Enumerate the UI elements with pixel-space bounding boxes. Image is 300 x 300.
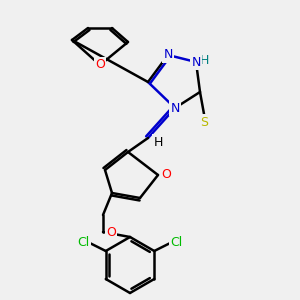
Text: H: H (199, 53, 209, 67)
Text: N: N (191, 56, 201, 68)
Text: H: H (153, 136, 163, 148)
Text: S: S (200, 116, 208, 128)
Text: O: O (95, 58, 105, 71)
Text: Cl: Cl (78, 236, 90, 250)
Text: O: O (161, 169, 171, 182)
Text: Cl: Cl (170, 236, 182, 250)
Text: N: N (170, 101, 180, 115)
Text: N: N (163, 49, 173, 62)
Text: O: O (106, 226, 116, 238)
